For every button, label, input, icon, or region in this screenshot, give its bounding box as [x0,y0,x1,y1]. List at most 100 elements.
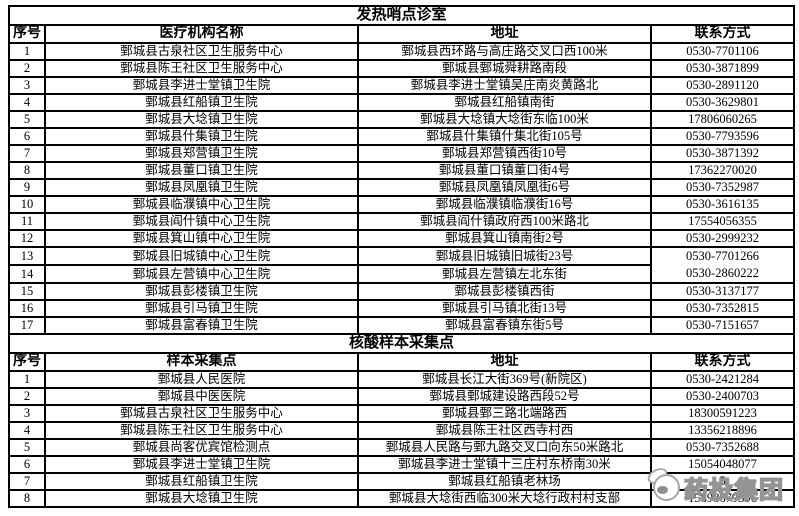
table-cell: 0530-7352815 [649,299,796,318]
table-cell: 0530-2999232 [649,229,796,248]
table-cell: 3 [8,404,46,423]
table-cell: 2 [8,59,46,78]
table-cell: 0530-7352987 [649,178,796,197]
table-cell: 0530-3629801 [649,93,796,112]
table-cell: 13356218896 [649,421,796,440]
table-cell: 1 [8,42,46,61]
table-cell: 12 [8,229,46,248]
table-row: 15 鄄城县彭楼镇卫生院 鄄城县彭楼镇西街 0530-3137177 [8,282,796,301]
table-cell: 鄄城县临濮镇中心卫生院 [44,195,359,214]
table-cell: 9 [8,178,46,197]
table-cell: 0530-7701106 [649,42,796,61]
table-cell: 4 [8,421,46,440]
table-cell: 鄄城县董口镇董口街4号 [357,161,652,180]
column-header: 地址 [357,24,652,44]
table-cell: 鄄城县鄄三路北端路西 [357,404,652,423]
table-cell: 0530-2891120 [649,76,796,95]
column-header: 联系方式 [649,352,796,372]
table-cell: 鄄城县人民路与鄄九路交叉口向东50米路北 [357,438,652,457]
table-cell: 鄄城县旧城镇旧城街23号 [357,246,652,266]
table-cell: 鄄城县临濮镇临濮街16号 [357,195,652,214]
table-cell: 鄄城县长江大街369号(新院区) [357,370,652,389]
table-cell: 13 [8,246,46,266]
table-cell: 0530-7151657 [649,316,796,335]
table-cell: 17554056355 [649,212,796,231]
table-cell: 6 [8,127,46,146]
table-cell: 鄄城县箕山镇中心卫生院 [44,229,359,248]
table-cell: 鄄城县富春镇卫生院 [44,316,359,335]
table-row: 8 鄄城县大埝镇卫生院 鄄城县大埝街西临300米大埝行政村村支部 1589867939… [8,489,796,508]
column-header: 序号 [8,352,46,372]
table-cell: 4 [8,93,46,112]
table-cell: 鄄城县人民医院 [44,370,359,389]
table-cell: 鄄城县彭楼镇西街 [357,282,652,301]
column-header: 联系方式 [649,24,796,44]
table-cell: 7 [8,144,46,163]
table-row: 2 鄄城县中医医院 鄄城县鄄城建设路西段52号 0530-2400703 [8,387,796,406]
table-row: 7 鄄城县郑营镇卫生院 鄄城县郑营镇西街10号 0530-3871392 [8,144,796,163]
table-cell: 0530-3137177 [649,282,796,301]
section-title-row: 核酸样本采集点 [7,333,796,354]
table-cell: 鄄城县鄄城建设路西段52号 [357,387,652,406]
table-cell: 鄄城县郑营镇西街10号 [357,144,652,163]
column-header: 样本采集点 [44,352,359,372]
table-cell: 鄄城县红船镇老林场 [357,472,652,491]
table-cell: 鄄城县引马镇卫生院 [44,299,359,318]
table-cell: 16 [8,299,46,318]
table-cell: 11 [8,212,46,231]
table-cell: 鄄城县红船镇卫生院 [44,472,359,491]
table-cell: 0530-7352688 [649,438,796,457]
table-row: 10 鄄城县临濮镇中心卫生院 鄄城县临濮镇临濮街16号 0530-3616135 [8,195,796,214]
table-row: 6 鄄城县什集镇卫生院 鄄城县什集镇什集北街105号 0530-7793596 [8,127,796,146]
table-cell: 鄄城县李进士堂镇吴庄南炎黄路北 [357,76,652,95]
table-cell-line: 0530-7701266 [686,249,759,263]
table-cell-merged: 0530-7701266 0530-2860222 [649,246,796,284]
table-cell: 鄄城县郑营镇卫生院 [44,144,359,163]
table-cell: 鄄城县李进士堂镇十三庄村东桥南30米 [357,455,652,474]
table-cell: 鄄城县大埝镇卫生院 [44,489,359,508]
table-cell: 鄄城县旧城镇中心卫生院 [44,246,359,266]
table-cell: 0530-3616135 [649,195,796,214]
table-cell: 鄄城县什集镇卫生院 [44,127,359,146]
table-cell: 鄄城县古泉社区卫生服务中心 [44,404,359,423]
table-row: 1 鄄城县人民医院 鄄城县长江大街369号(新院区) 0530-2421284 [8,370,796,389]
table-cell: 鄄城县红船镇南街 [357,93,652,112]
table-cell: 鄄城县陈王社区卫生服务中心 [44,59,359,78]
table-cell: 8 [8,489,46,508]
section-title: 核酸样本采集点 [7,333,796,354]
table-cell: 鄄城县引马镇北街13号 [357,299,652,318]
table-cell: 5 [8,438,46,457]
table-row: 8 鄄城县董口镇卫生院 鄄城县董口镇董口街4号 17362270020 [8,161,796,180]
table-row: 4 鄄城县红船镇卫生院 鄄城县红船镇南街 0530-3629801 [8,93,796,112]
table-cell: 17362270020 [649,161,796,180]
clinic-info-table: 发热哨点诊室 序号 医疗机构名称 地址 联系方式 1 鄄城县古泉社区卫生服务中心 鄄城县西环路… [7,5,796,508]
table-cell: 3 [8,76,46,95]
table-cell: 鄄城县陈王社区卫生服务中心 [44,421,359,440]
table-cell: 鄄城县陈王社区西寺村西 [357,421,652,440]
column-header: 序号 [8,24,46,44]
table-cell: 鄄城县鄄城舜耕路南段 [357,59,652,78]
column-header: 医疗机构名称 [44,24,359,44]
table-cell: 0530-3871392 [649,144,796,163]
table-cell: 鄄城县西环路与高庄路交叉口西100米 [357,42,652,61]
table-cell: 5 [649,472,796,491]
table-cell: 鄄城县左营镇左北东街 [357,264,652,284]
table-row: 5 鄄城县尚客优宾馆检测点 鄄城县人民路与鄄九路交叉口向东50米路北 0530-735… [8,438,796,457]
table-row: 2 鄄城县陈王社区卫生服务中心 鄄城县鄄城舜耕路南段 0530-3871899 [8,59,796,78]
table-cell: 17806060265 [649,110,796,129]
table-cell-line: 0530-2860222 [686,266,759,280]
table-cell: 17 [8,316,46,335]
table-row: 1 鄄城县古泉社区卫生服务中心 鄄城县西环路与高庄路交叉口西100米 0530-770… [8,42,796,61]
table-cell: 鄄城县红船镇卫生院 [44,93,359,112]
table-cell: 鄄城县富春镇东街5号 [357,316,652,335]
table-cell: 14 [8,264,46,284]
table-row: 6 鄄城县李进士堂镇卫生院 鄄城县李进士堂镇十三庄村东桥南30米 1505404807… [8,455,796,474]
table-row: 17 鄄城县富春镇卫生院 鄄城县富春镇东街5号 0530-7151657 [8,316,796,335]
table-row: 5 鄄城县大埝镇卫生院 鄄城县大埝镇大埝街东临100米 17806060265 [8,110,796,129]
table-cell: 鄄城县凤凰镇卫生院 [44,178,359,197]
table-row: 13 鄄城县旧城镇中心卫生院 鄄城县旧城镇旧城街23号 0530-7701266 053… [8,246,796,284]
table-cell: 鄄城县阎什镇中心卫生院 [44,212,359,231]
section-title-row: 发热哨点诊室 [7,5,796,26]
table-row: 9 鄄城县凤凰镇卫生院 鄄城县凤凰镇凤凰街6号 0530-7352987 [8,178,796,197]
